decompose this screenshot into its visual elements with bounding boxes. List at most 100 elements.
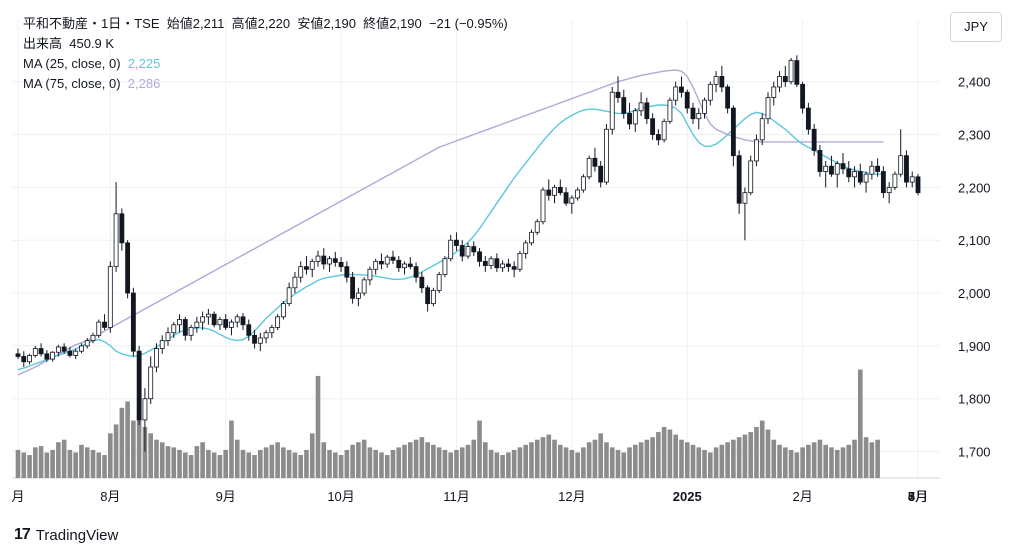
- volume-bar: [292, 452, 298, 478]
- candle-body: [563, 192, 569, 204]
- candle-body: [90, 334, 96, 342]
- volume-bar: [390, 449, 396, 478]
- candle-body: [834, 163, 840, 175]
- volume-bar: [684, 442, 690, 478]
- candle-body: [27, 355, 32, 363]
- volume-bar: [315, 375, 321, 478]
- candle-body: [696, 113, 702, 120]
- volume-bar: [327, 449, 332, 478]
- candle-body: [257, 337, 263, 344]
- volume-bar: [33, 447, 38, 478]
- tradingview-logo-icon: 17: [14, 526, 31, 543]
- candle-body: [402, 263, 407, 269]
- candle-body: [846, 168, 852, 178]
- candle-body: [246, 324, 252, 336]
- volume-bar: [61, 439, 67, 478]
- volume-bar: [483, 442, 488, 478]
- candle-body: [598, 165, 604, 183]
- candle-body: [863, 173, 869, 183]
- volume-bar: [840, 447, 846, 478]
- candle-body: [142, 398, 148, 421]
- x-tick-label: 4月: [908, 489, 928, 504]
- volume-bar: [425, 442, 430, 478]
- volume-bar: [459, 447, 465, 478]
- brand-watermark[interactable]: 17 TradingView: [14, 526, 118, 544]
- volume-bar: [281, 447, 286, 478]
- candle-body: [240, 316, 246, 326]
- brand-name: TradingView: [35, 526, 119, 544]
- volume-bar: [771, 439, 777, 478]
- volume-bar: [777, 444, 782, 478]
- candle-body: [217, 319, 223, 326]
- close-label: 終値: [363, 16, 390, 31]
- x-tick-label: 12月: [558, 489, 585, 504]
- candle-body: [321, 255, 327, 265]
- volume-bar: [413, 439, 419, 478]
- x-tick-label: 2月: [792, 489, 812, 504]
- candle-body: [754, 139, 759, 162]
- ma25-value: 2,225: [127, 56, 161, 71]
- volume-bar: [384, 455, 390, 478]
- volume-bar: [661, 426, 667, 478]
- candle-body: [280, 303, 286, 318]
- volume-bar: [183, 452, 188, 478]
- candle-body: [875, 165, 881, 172]
- candle-body: [736, 155, 742, 204]
- volume-bar: [644, 439, 650, 478]
- volume-bar: [540, 437, 546, 478]
- candle-body: [21, 356, 27, 363]
- volume-bar: [563, 447, 569, 478]
- volume-bar: [829, 447, 834, 478]
- candle-body: [442, 258, 448, 275]
- candle-body: [702, 99, 707, 114]
- volume-bar: [494, 452, 500, 478]
- candle-body: [84, 340, 90, 347]
- candle-body: [909, 176, 915, 183]
- volume-bar: [223, 449, 228, 478]
- candle-body: [557, 186, 563, 194]
- candle-body: [309, 260, 315, 270]
- volume-bar: [569, 449, 575, 478]
- y-tick-label: 2,300: [958, 128, 991, 143]
- candle-body: [361, 279, 367, 294]
- volume-bar: [67, 449, 73, 478]
- x-tick-label: 6月: [908, 489, 928, 504]
- volume-bar: [142, 426, 148, 478]
- low-label: 安値: [297, 16, 324, 31]
- volume-bar: [356, 442, 361, 478]
- volume-bar: [419, 437, 425, 478]
- volume-bar: [217, 455, 223, 478]
- candle-body: [223, 319, 229, 328]
- ma75-row[interactable]: MA (75, close, 0) 2,286: [23, 74, 508, 94]
- candle-body: [15, 353, 21, 357]
- candle-body: [67, 350, 73, 356]
- x-tick-label: 8月: [100, 489, 120, 504]
- volume-bar: [50, 449, 55, 478]
- symbol-line[interactable]: 平和不動産・1日・TSE: [23, 16, 160, 31]
- candle-body: [892, 173, 898, 188]
- candle-body: [915, 176, 921, 194]
- candle-body: [857, 171, 863, 183]
- volume-bar: [454, 449, 459, 478]
- y-tick-label: 1,900: [958, 339, 991, 354]
- volume-bar: [667, 429, 673, 478]
- volume-bar: [759, 420, 765, 478]
- volume-bar: [338, 455, 344, 478]
- volume-bar: [200, 442, 205, 478]
- ma75-value: 2,286: [127, 76, 161, 91]
- candle-body: [171, 324, 177, 334]
- volume-bar: [852, 439, 857, 478]
- volume-bar: [263, 447, 269, 478]
- ma25-row[interactable]: MA (25, close, 0) 2,225: [23, 54, 508, 74]
- volume-bar: [465, 444, 471, 478]
- candle-body: [315, 255, 321, 262]
- currency-button[interactable]: JPY: [950, 12, 1002, 42]
- volume-bar: [171, 447, 177, 478]
- volume-bar: [477, 420, 482, 478]
- candle-body: [817, 149, 823, 172]
- candle-body: [880, 171, 886, 194]
- volume-bar: [586, 442, 592, 478]
- candle-body: [454, 239, 459, 246]
- candle-body: [229, 321, 234, 328]
